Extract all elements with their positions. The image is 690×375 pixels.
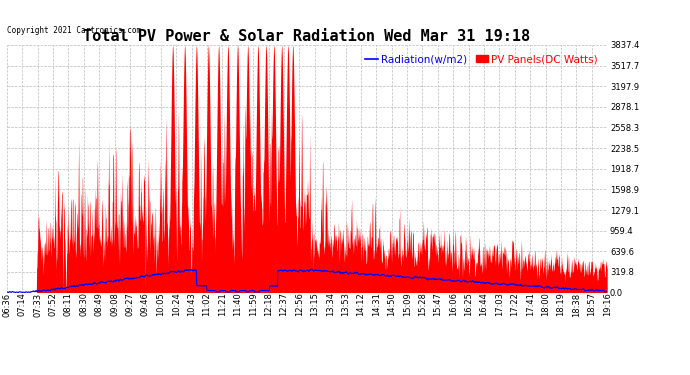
- Text: Copyright 2021 Cartronics.com: Copyright 2021 Cartronics.com: [7, 26, 141, 35]
- Legend: Radiation(w/m2), PV Panels(DC Watts): Radiation(w/m2), PV Panels(DC Watts): [362, 50, 602, 69]
- Title: Total PV Power & Solar Radiation Wed Mar 31 19:18: Total PV Power & Solar Radiation Wed Mar…: [83, 29, 531, 44]
